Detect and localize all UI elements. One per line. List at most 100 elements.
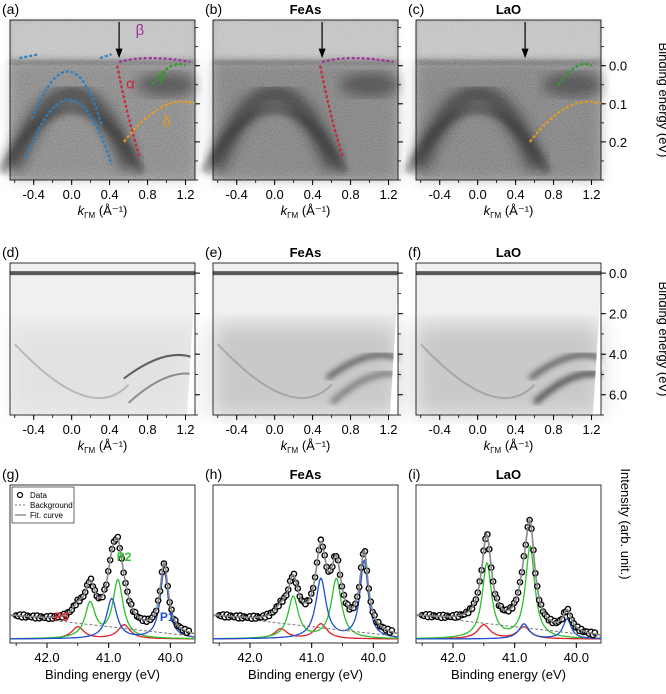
band-label: β [136,22,145,39]
x-axis-label: Binding energy (eV) [451,667,566,682]
panel-frame [9,19,196,181]
x-tick-label: 0.4 [101,422,119,437]
x-label-k: k [484,203,492,218]
x-tick-label: 0.8 [545,422,563,437]
legend-entry: Data [30,491,47,500]
panel-title: FeAs [290,245,322,260]
x-label-sub: ΓM [490,211,501,220]
x-tick-label: 0.8 [139,187,157,202]
arpes-image [416,271,602,415]
x-axis-label: kΓM (Å⁻¹) [484,203,534,220]
band-upper [528,352,602,381]
arrow-head [115,48,123,59]
x-tick-label: 1.2 [582,187,600,202]
band-label: γ [158,68,166,85]
band-gamma [14,343,130,400]
x-label-unit: (Å⁻¹) [298,203,330,218]
x-tick-label: 0.4 [101,187,119,202]
band-gamma-pocket [151,62,187,86]
panel-e: -0.4 0.0 0.4 0.8 1.2 kΓM (Å⁻¹) (e) FeAs [205,244,403,455]
band-beta [321,57,394,63]
x-tick-label: 0.0 [266,422,284,437]
arpes-image [200,20,400,180]
x-label-k: k [78,438,86,453]
x-tick-label: 1.2 [379,422,397,437]
x-label-sub: ΓM [84,446,95,455]
legend-marker-data [16,491,24,499]
edge-wedge [390,283,398,415]
panel-letter: (f) [408,244,421,260]
legend-entry: Fit. curve [30,511,63,520]
band-blue-outer [25,98,113,166]
x-tick-label: -0.4 [226,187,248,202]
panel-d: -0.4 0.0 0.4 0.8 1.2 kΓM (Å⁻¹) (d) [2,244,200,455]
x-label-k: k [484,438,492,453]
legend-entry: Background [30,501,73,510]
x-tick-label: 1.2 [176,422,194,437]
x-tick-label: 0.8 [545,187,563,202]
y-axis-label: Binding energy (eV) [656,282,666,397]
fit-component-p1 [416,618,601,640]
x-tick-label: 0.0 [469,187,487,202]
x-axis-label: kΓM (Å⁻¹) [281,438,331,455]
band-alpha [319,65,345,158]
x-tick-label: 41.0 [502,650,527,665]
x-axis-label: Binding energy (eV) [248,667,363,682]
band-label: α [126,76,135,93]
band-upper [123,353,196,380]
above-fermi [416,20,601,58]
y-tick-label: 0.1 [609,97,627,112]
panel-frame [415,19,602,181]
x-axis-label: kΓM (Å⁻¹) [78,203,128,220]
x-axis-label: kΓM (Å⁻¹) [281,203,331,220]
x-tick-label: 40.0 [564,650,589,665]
x-tick-label: 1.2 [582,422,600,437]
x-tick-label: 40.0 [361,650,386,665]
x-tick-label: 1.2 [379,187,397,202]
valence-weight [416,323,601,415]
y-tick-label: 4.0 [609,347,627,362]
x-tick-label: 41.0 [96,650,121,665]
x-tick-label: 40.0 [158,650,183,665]
x-label-unit: (Å⁻¹) [298,438,330,453]
panel-frame [9,262,196,416]
x-tick-label: 42.0 [237,650,262,665]
panel-title: LaO [496,245,521,260]
panel-letter: (d) [2,244,19,260]
x-tick-label: 0.0 [266,187,284,202]
panel-letter: (c) [408,1,424,17]
panel-g: 42.0 41.0 40.0 Binding energy (eV) DataBackg… [2,466,196,682]
edge-wedge [593,283,601,415]
x-tick-label: -0.4 [23,187,45,202]
arrow-head [521,48,529,59]
x-tick-label: 0.4 [304,187,322,202]
x-tick-label: 0.0 [63,187,81,202]
x-label-unit: (Å⁻¹) [95,203,127,218]
x-tick-label: 41.0 [299,650,324,665]
y-tick-label: 0.0 [609,266,627,281]
y-tick-label: 0.2 [609,135,627,150]
peak-label: P3 [54,610,69,624]
edge-wedge [187,283,195,415]
panel-frame [212,19,399,181]
valence-weight [213,323,398,415]
x-tick-label: -0.4 [226,422,248,437]
fermi-line [213,271,398,276]
x-tick-label: 42.0 [34,650,59,665]
panel-letter: (a) [2,1,19,17]
band-blue-top-left [19,53,39,60]
y-axis-label: Intensity (arb. unit.) [618,468,633,579]
x-label-sub: ΓM [287,446,298,455]
band-upper [325,352,399,381]
y-tick-label: 0.0 [609,59,627,74]
x-label-sub: ΓM [84,211,95,220]
peak-label: P1 [160,610,175,624]
x-label-unit: (Å⁻¹) [95,438,127,453]
arpes-image [213,271,399,415]
x-label-k: k [78,203,86,218]
x-axis-label: kΓM (Å⁻¹) [78,438,128,455]
